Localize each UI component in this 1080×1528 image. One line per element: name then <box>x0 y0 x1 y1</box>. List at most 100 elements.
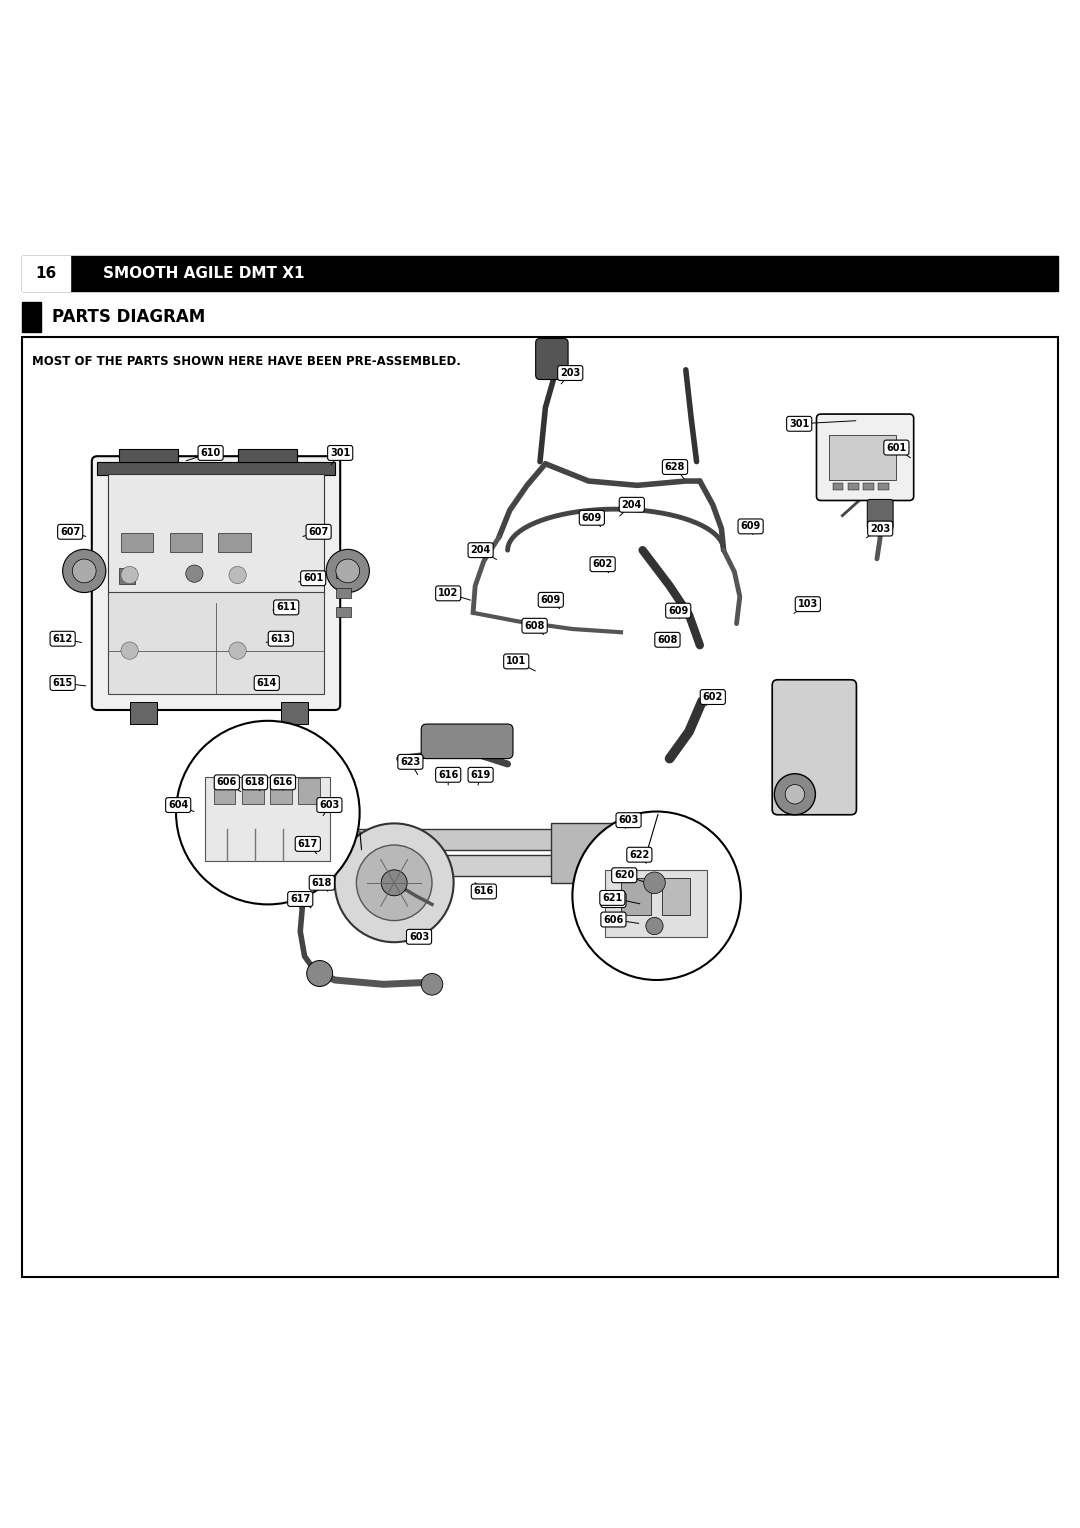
Text: 621: 621 <box>603 892 622 903</box>
Text: 604: 604 <box>168 801 188 810</box>
Text: 606: 606 <box>217 778 237 787</box>
Bar <box>108 474 324 596</box>
Bar <box>878 483 889 489</box>
Bar <box>97 461 335 475</box>
Text: 601: 601 <box>303 573 323 584</box>
Text: 102: 102 <box>438 588 458 599</box>
Circle shape <box>335 824 454 943</box>
Circle shape <box>381 869 407 895</box>
Text: 607: 607 <box>60 527 80 536</box>
Circle shape <box>229 642 246 659</box>
Text: PARTS DIAGRAM: PARTS DIAGRAM <box>52 307 205 325</box>
Text: 602: 602 <box>703 692 723 701</box>
Text: 605: 605 <box>604 895 623 905</box>
Bar <box>298 778 320 804</box>
Bar <box>119 449 178 461</box>
Text: 618: 618 <box>245 778 265 787</box>
Text: 618: 618 <box>312 877 332 888</box>
Bar <box>214 778 235 804</box>
Text: 616: 616 <box>474 886 494 897</box>
Text: 612: 612 <box>53 634 72 643</box>
Bar <box>848 483 859 489</box>
Bar <box>319 828 664 851</box>
Bar <box>238 449 297 461</box>
Bar <box>605 869 707 937</box>
Bar <box>662 879 690 915</box>
Circle shape <box>421 973 443 995</box>
Circle shape <box>186 565 203 582</box>
Bar <box>22 257 1058 290</box>
Text: 622: 622 <box>630 850 649 860</box>
Text: 601: 601 <box>887 443 906 452</box>
Circle shape <box>121 642 138 659</box>
Bar <box>121 533 153 552</box>
Bar <box>829 434 896 480</box>
Bar <box>22 301 41 332</box>
FancyBboxPatch shape <box>867 500 893 530</box>
Circle shape <box>774 773 815 814</box>
Text: 623: 623 <box>401 756 420 767</box>
Bar <box>319 854 664 877</box>
Bar <box>833 483 843 489</box>
Text: 301: 301 <box>330 448 350 458</box>
Circle shape <box>326 550 369 593</box>
Bar <box>22 257 70 290</box>
Bar <box>281 703 308 724</box>
Bar <box>130 703 157 724</box>
Text: MOST OF THE PARTS SHOWN HERE HAVE BEEN PRE-ASSEMBLED.: MOST OF THE PARTS SHOWN HERE HAVE BEEN P… <box>32 354 461 368</box>
Text: 606: 606 <box>604 915 623 924</box>
Text: 301: 301 <box>789 419 809 429</box>
Text: 204: 204 <box>622 500 642 510</box>
Text: 616: 616 <box>273 778 293 787</box>
Text: 101: 101 <box>507 657 526 666</box>
Bar <box>551 824 637 883</box>
FancyBboxPatch shape <box>92 457 340 711</box>
Text: 603: 603 <box>619 814 638 825</box>
FancyBboxPatch shape <box>772 680 856 814</box>
Text: 613: 613 <box>271 634 291 643</box>
Bar <box>22 338 1058 1277</box>
Text: 628: 628 <box>665 461 685 472</box>
Bar <box>218 533 251 552</box>
Bar <box>108 591 324 694</box>
Text: 603: 603 <box>409 932 429 941</box>
Text: 603: 603 <box>320 801 339 810</box>
Circle shape <box>229 567 246 584</box>
Text: 608: 608 <box>525 620 544 631</box>
Text: 609: 609 <box>541 594 561 605</box>
Text: 610: 610 <box>201 448 220 458</box>
Bar <box>270 778 292 804</box>
Circle shape <box>572 811 741 979</box>
Text: 203: 203 <box>870 524 890 533</box>
Text: 611: 611 <box>276 602 296 613</box>
Circle shape <box>646 917 663 935</box>
Bar <box>863 483 874 489</box>
Text: SMOOTH AGILE DMT X1: SMOOTH AGILE DMT X1 <box>103 266 305 281</box>
Circle shape <box>785 784 805 804</box>
Text: 602: 602 <box>593 559 612 570</box>
Bar <box>336 608 351 617</box>
Text: 617: 617 <box>298 839 318 850</box>
Circle shape <box>63 550 106 593</box>
Text: 609: 609 <box>582 513 602 523</box>
Circle shape <box>307 961 333 987</box>
Bar <box>242 778 264 804</box>
Text: 204: 204 <box>471 545 490 555</box>
Circle shape <box>176 721 360 905</box>
Text: 609: 609 <box>669 605 688 616</box>
Bar <box>621 879 651 915</box>
Text: 16: 16 <box>36 266 56 281</box>
Text: 615: 615 <box>53 678 72 688</box>
Text: 619: 619 <box>471 770 490 779</box>
Text: 616: 616 <box>438 770 458 779</box>
Circle shape <box>72 559 96 582</box>
Text: 103: 103 <box>798 599 818 610</box>
Bar <box>170 533 202 552</box>
Text: 607: 607 <box>309 527 328 536</box>
FancyBboxPatch shape <box>421 724 513 758</box>
Text: 617: 617 <box>291 894 310 905</box>
Circle shape <box>356 845 432 920</box>
Circle shape <box>336 559 360 582</box>
Text: 620: 620 <box>615 871 634 880</box>
FancyBboxPatch shape <box>536 339 568 379</box>
